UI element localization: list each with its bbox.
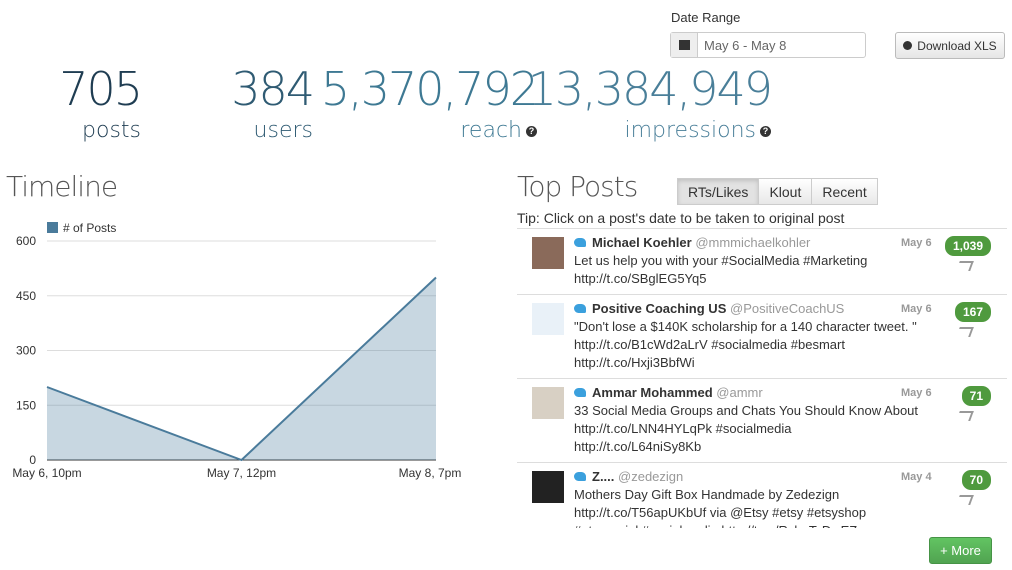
post-header: Michael Koehler @mmmichaelkohler <box>574 234 1007 252</box>
count-badge: 70 <box>961 470 991 490</box>
bird-icon <box>574 388 586 397</box>
area-line <box>46 276 437 462</box>
author-handle: @ammr <box>716 385 763 400</box>
post: Ammar Mohammed @ammr May 6 71 33 Social Med… <box>517 378 1007 462</box>
post-text: #etsysocial #socialmedia http://t.co/Ryb… <box>574 522 1007 528</box>
post-text: http://t.co/Hxji3BbfWi <box>574 355 695 370</box>
x-tick-label: May 7, 12pm <box>207 466 276 480</box>
author-handle: @PositiveCoachUS <box>730 301 845 316</box>
tab[interactable]: RTs/Likes <box>677 178 760 205</box>
stat-value: 5,370,792 <box>320 62 539 116</box>
post: Z.... @zedezign May 4 70 Mothers Day Gift B… <box>517 462 1007 528</box>
help-icon: ? <box>526 125 537 137</box>
bird-icon <box>574 238 586 247</box>
x-tick-label: May 6, 10pm <box>12 466 81 480</box>
stat-value: 13,384,949 <box>527 62 773 116</box>
count-badge: 1,039 <box>944 236 991 256</box>
stat-label-wrap: users <box>254 118 313 143</box>
post-text: 33 Social Media Groups and Chats You Sho… <box>574 403 919 418</box>
legend-label: # of Posts <box>63 221 116 235</box>
more-button[interactable]: + More <box>929 537 992 564</box>
avatar <box>532 471 564 503</box>
date-range-label: Date Range <box>671 10 741 25</box>
tip: Tip: Click on a post's date to be taken … <box>517 210 845 226</box>
avatar <box>532 303 564 335</box>
author-handle: @mmmichaelkohler <box>695 235 811 250</box>
tab[interactable]: Klout <box>758 178 813 205</box>
legend-swatch <box>47 222 58 233</box>
post-text: http://t.co/L64niSy8Kb <box>574 439 702 454</box>
post-text: Mothers Day Gift Box Handmade by Zedezig… <box>574 487 840 502</box>
x-tick-label: May 8, 7pm <box>399 466 462 480</box>
top-posts-title: Top Posts <box>517 170 638 203</box>
stat-label: impressions <box>624 118 756 143</box>
stat-label-wrap: reach? <box>460 118 537 143</box>
post-header: Z.... @zedezign <box>574 468 1007 486</box>
y-tick-label: 600 <box>16 234 36 248</box>
author-name: Ammar Mohammed <box>592 385 713 400</box>
help-icon: ? <box>760 125 771 137</box>
bird-icon <box>574 304 586 313</box>
y-tick-label: 300 <box>16 344 36 358</box>
author-name: Positive Coaching US <box>592 301 727 316</box>
avatar <box>532 237 564 269</box>
date-range-value: May 6 - May 8 <box>704 37 787 53</box>
author-name: Z.... <box>592 469 615 484</box>
post-date[interactable]: May 6 <box>901 237 932 249</box>
post: Positive Coaching US @PositiveCoachUS May… <box>517 294 1007 378</box>
posts-list: Michael Koehler @mmmichaelkohler May 6 1,0… <box>517 228 1007 528</box>
post-text: http://t.co/SBglEG5Yq5 <box>574 271 707 286</box>
post-text: Let us help you with your #SocialMedia #… <box>574 253 868 268</box>
stat-label-wrap: posts <box>82 118 141 143</box>
avatar <box>532 387 564 419</box>
author-handle: @zedezign <box>618 469 684 484</box>
tabs: RTs/Likes Klout Recent <box>677 178 878 205</box>
stat-label-wrap: impressions? <box>624 118 771 143</box>
calendar-icon <box>671 33 698 57</box>
post-header: Positive Coaching US @PositiveCoachUS <box>574 300 1007 318</box>
count-badge: 71 <box>961 386 991 406</box>
stat-value: 705 <box>59 62 143 116</box>
post-date[interactable]: May 4 <box>901 471 932 483</box>
post-text: http://t.co/LNN4HYLqPk #socialmedia <box>574 421 792 436</box>
stat-label: reach <box>460 118 522 143</box>
author-name: Michael Koehler <box>592 235 692 250</box>
stat-value: 384 <box>231 62 315 116</box>
count-badge: 167 <box>954 302 991 322</box>
y-tick-label: 0 <box>29 453 36 467</box>
post-header: Ammar Mohammed @ammr <box>574 384 1007 402</box>
timeline-title: Timeline <box>6 170 118 203</box>
post-date[interactable]: May 6 <box>901 387 932 399</box>
date-range-input[interactable]: May 6 - May 8 <box>670 32 866 58</box>
tab[interactable]: Recent <box>811 178 878 205</box>
stat-label: posts <box>82 118 141 143</box>
post-text: http://t.co/B1cWd2aLrV #socialmedia #bes… <box>574 337 845 352</box>
y-tick-label: 450 <box>16 289 36 303</box>
stat-label: users <box>253 118 313 143</box>
area-fill <box>47 277 436 460</box>
post-text: "Don't lose a $140K scholarship for a 14… <box>574 319 917 334</box>
post-text: http://t.co/T56apUKbUf via @Etsy #etsy #… <box>574 505 867 520</box>
bird-icon <box>574 472 586 481</box>
post: Michael Koehler @mmmichaelkohler May 6 1,0… <box>517 228 1007 294</box>
y-tick-label: 150 <box>16 398 36 412</box>
post-date[interactable]: May 6 <box>901 303 932 315</box>
timeline-chart: 0 150 300 450 600 May 6, 10pm May 7, 12pm May 8… <box>12 221 462 480</box>
download-label: Download XLS <box>917 38 997 53</box>
download-button[interactable]: Download XLS <box>895 32 1005 59</box>
